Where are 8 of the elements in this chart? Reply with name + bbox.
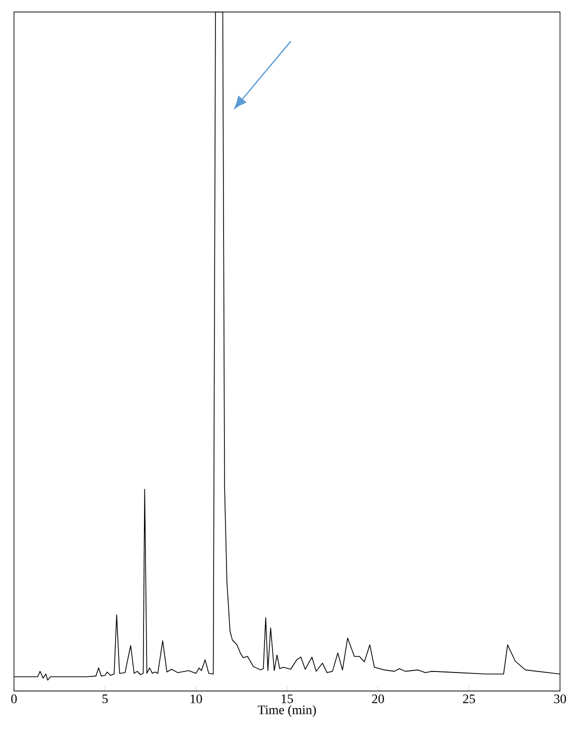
x-tick-label: 20 [372,694,384,704]
x-axis-title: Time (min) [258,705,316,717]
x-tick-label: 25 [463,694,475,704]
x-tick-label: 5 [102,694,108,704]
x-tick-label: 10 [190,694,202,704]
x-tick-label: 0 [11,694,17,704]
x-tick-label: 30 [554,694,566,704]
x-tick-label: 15 [282,694,293,704]
